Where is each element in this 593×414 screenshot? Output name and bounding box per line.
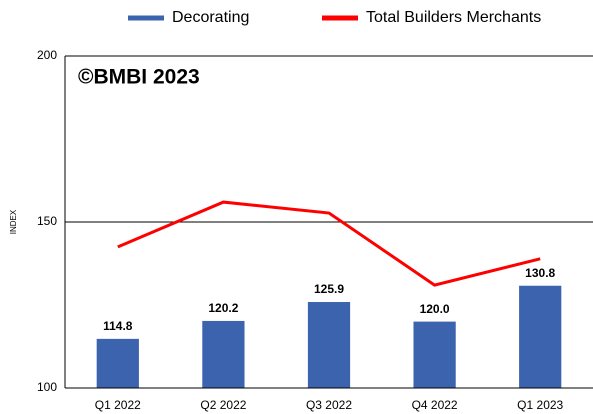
x-tick-label: Q2 2022 [200, 398, 246, 412]
data-label: 120.0 [420, 302, 450, 316]
bar [519, 285, 562, 388]
x-tick-label: Q3 2022 [306, 398, 352, 412]
legend-label: Total Builders Merchants [366, 9, 541, 26]
bar [307, 302, 351, 388]
annotation: ©BMBI 2023 [78, 66, 200, 89]
bar [202, 320, 245, 388]
legend-label: Decorating [172, 9, 249, 26]
x-tick-label: Q4 2022 [412, 398, 458, 412]
data-label: 120.2 [208, 301, 238, 315]
x-tick-label: Q1 2022 [95, 398, 141, 412]
y-tick-label: 150 [37, 214, 57, 228]
data-label: 114.8 [103, 319, 133, 333]
bar [413, 321, 456, 388]
y-axis-label: INDEX [9, 209, 18, 234]
line [117, 200, 541, 287]
data-label: 125.9 [314, 282, 344, 296]
y-tick-label: 200 [37, 48, 57, 62]
data-label: 130.8 [525, 266, 555, 280]
y-tick-label: 100 [37, 380, 57, 394]
bar [96, 338, 139, 388]
x-tick-label: Q1 2023 [517, 398, 563, 412]
